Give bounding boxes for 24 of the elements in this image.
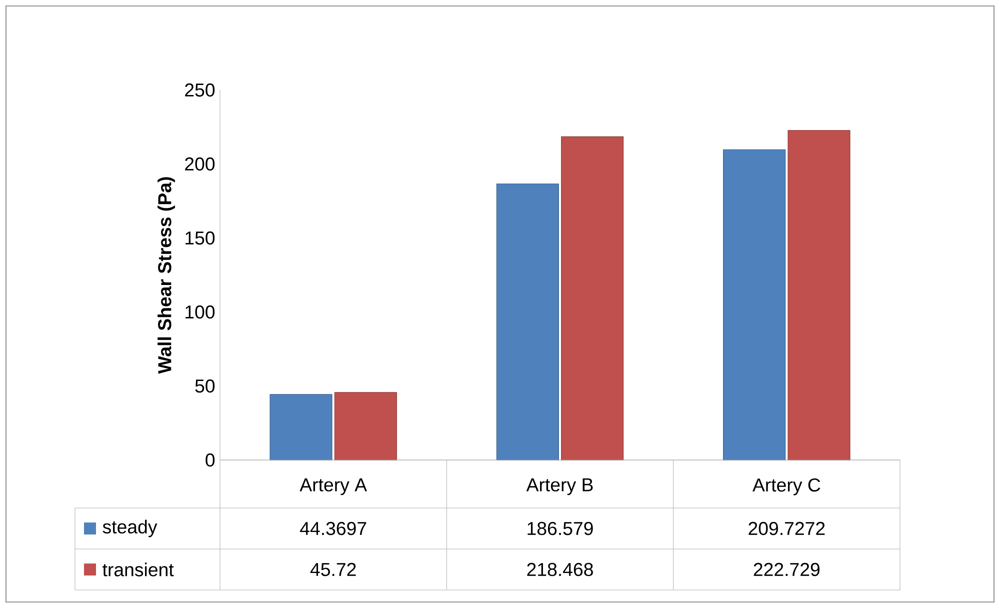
y-axis-title: Wall Shear Stress (Pa) xyxy=(158,177,175,374)
bar xyxy=(723,149,786,460)
data-label: 209.7272 xyxy=(748,522,825,536)
bar xyxy=(788,130,850,460)
y-tick-label: 100 xyxy=(186,305,215,319)
data-label: 222.729 xyxy=(754,562,820,576)
legend-label: transient xyxy=(102,562,174,576)
data-label: 186.579 xyxy=(528,522,593,536)
bar xyxy=(334,392,397,460)
data-label: 44.3697 xyxy=(300,522,366,536)
x-tick-label: Artery A xyxy=(300,478,367,496)
y-tick-label: 200 xyxy=(185,157,215,171)
bar xyxy=(270,394,332,460)
x-tick-label: Artery C xyxy=(752,478,820,496)
y-tick-label: 250 xyxy=(185,83,215,97)
y-tick-label: 0 xyxy=(206,453,215,467)
y-tick-label: 150 xyxy=(186,231,215,245)
bar xyxy=(496,184,559,460)
legend-label: steady xyxy=(102,520,158,538)
data-label: 45.72 xyxy=(310,562,356,576)
data-label: 218.468 xyxy=(527,562,593,576)
bar xyxy=(561,136,624,460)
y-tick-label: 50 xyxy=(195,379,215,393)
x-tick-label: Artery B xyxy=(526,478,593,496)
